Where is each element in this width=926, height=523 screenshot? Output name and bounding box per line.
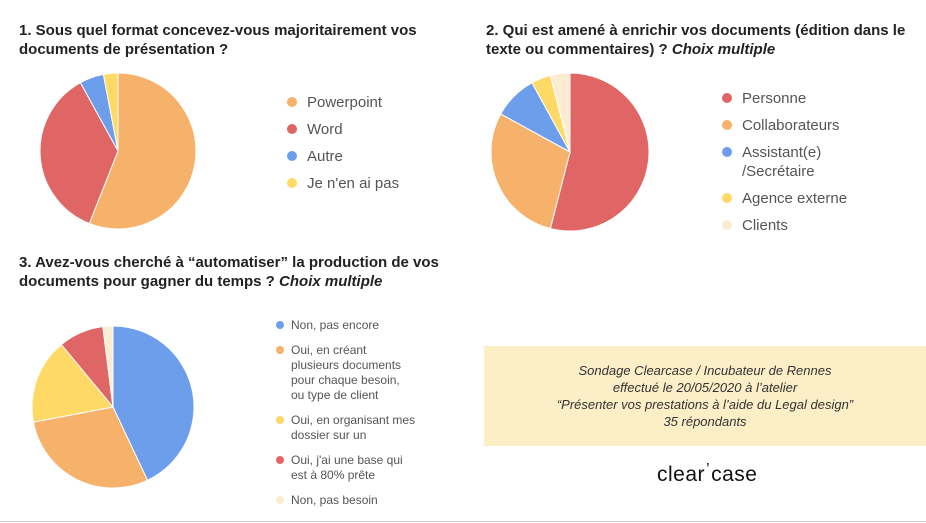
chart-3-legend: Non, pas encore Oui, en créant plusieurs …	[275, 318, 415, 518]
legend-swatch	[287, 151, 297, 161]
survey-note: Sondage Clearcase / Incubateur de Rennes…	[484, 346, 926, 446]
legend-item: Oui, en créant plusieurs documents pour ch…	[275, 343, 415, 403]
legend-swatch	[276, 456, 284, 464]
legend-item: Je n'en ai pas	[283, 174, 399, 193]
pie-slice-2	[39, 81, 119, 225]
legend-swatch	[276, 496, 284, 504]
legend-item: Non, pas besoin	[275, 493, 415, 508]
pie-slice-1	[88, 72, 197, 230]
legend-item: Personne	[718, 89, 847, 108]
legend-swatch	[722, 120, 732, 130]
legend-item: Powerpoint	[283, 93, 399, 112]
pie-slice-1	[112, 325, 195, 481]
legend-item: Oui, en organisant mes dossier sur un	[275, 413, 415, 443]
pie-slice-5	[549, 72, 571, 153]
legend-item: Word	[283, 120, 399, 139]
legend-swatch	[287, 97, 297, 107]
pie-slice-4	[102, 72, 119, 152]
legend-swatch	[722, 93, 732, 103]
legend-item: Non, pas encore	[275, 318, 415, 333]
legend-swatch	[276, 416, 284, 424]
chart-1-legend: Powerpoint Word Autre Je n'en ai pas	[283, 93, 399, 201]
chart-3-title: 3. Avez-vous cherché à “automatiser” la …	[19, 254, 439, 290]
legend-item: Clients	[718, 216, 847, 235]
legend-swatch	[276, 346, 284, 354]
legend-item: Assistant(e)/Secrétaire	[718, 143, 847, 181]
pie-slice-5	[102, 325, 114, 408]
legend-swatch	[287, 124, 297, 134]
legend-swatch	[722, 220, 732, 230]
legend-item: Autre	[283, 147, 399, 166]
chart-2-title: 2. Qui est amené à enrichir vos document…	[486, 22, 906, 58]
pie-slice-2	[490, 113, 571, 230]
legend-swatch	[276, 321, 284, 329]
pie-slice-3	[31, 343, 114, 423]
legend-item: Oui, j'ai une base qui est à 80% prête	[275, 453, 415, 483]
pie-slice-1	[549, 72, 650, 232]
bottom-divider	[0, 521, 926, 522]
chart-1-pie	[39, 72, 197, 230]
legend-item: Agence externe	[718, 189, 847, 208]
chart-2-legend: Personne Collaborateurs Assistant(e)/Sec…	[718, 89, 847, 243]
chart-1-title: 1. Sous quel format concevez-vous majori…	[19, 22, 417, 58]
chart-2-pie	[490, 72, 650, 232]
legend-item: Collaborateurs	[718, 116, 847, 135]
legend-swatch	[722, 193, 732, 203]
pie-slice-2	[32, 406, 149, 489]
clearcase-logo: clear’case	[657, 461, 758, 486]
legend-swatch	[722, 147, 732, 157]
legend-swatch	[287, 178, 297, 188]
chart-3-pie	[31, 325, 195, 489]
